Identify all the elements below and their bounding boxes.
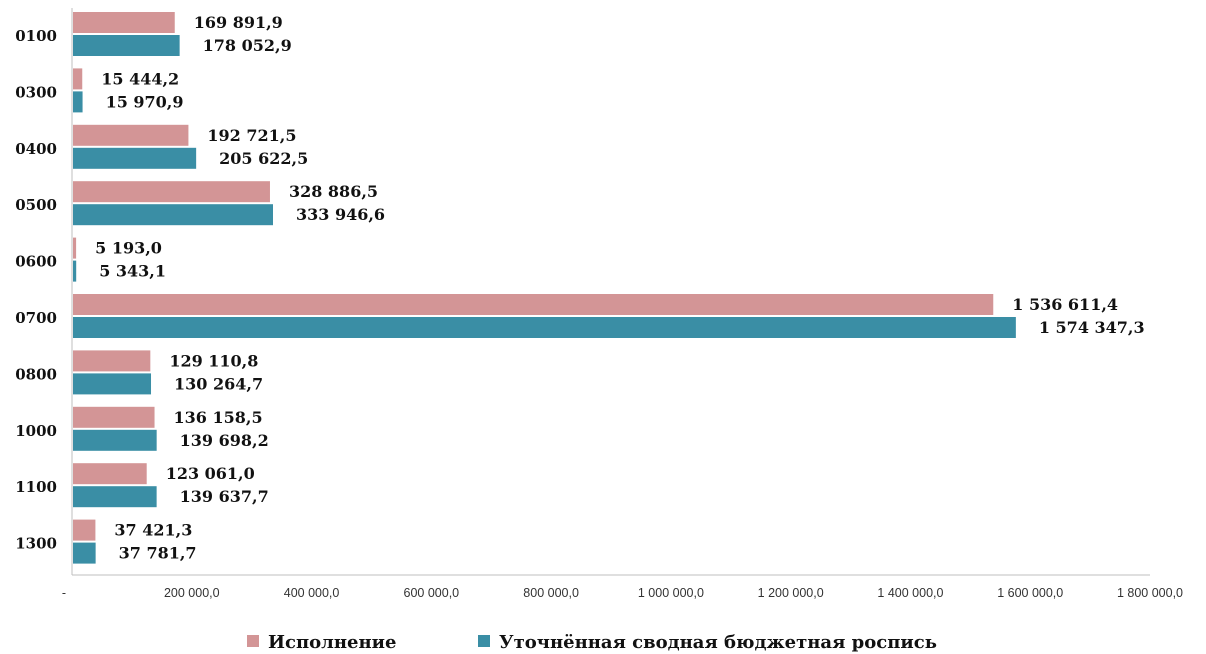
bar-utochnennaya-rospis [73, 91, 83, 113]
category-label: 0300 [15, 83, 57, 101]
category-label: 1000 [15, 422, 57, 440]
data-label: 136 158,5 [174, 408, 263, 427]
bar-utochnennaya-rospis [73, 542, 96, 564]
bar-ispolnenie [73, 237, 77, 259]
bar-ispolnenie [73, 124, 189, 146]
data-label: 333 946,6 [296, 205, 385, 224]
bar-utochnennaya-rospis [73, 147, 197, 169]
legend-swatch [478, 635, 490, 647]
category-label: 1300 [15, 535, 57, 553]
legend-label: Уточнённая сводная бюджетная роспись [499, 632, 937, 653]
data-label: 169 891,9 [194, 13, 283, 32]
x-tick-label: 1 800 000,0 [1117, 586, 1183, 600]
bar-ispolnenie [73, 406, 155, 428]
data-label: 15 444,2 [101, 69, 179, 88]
data-label: 129 110,8 [169, 351, 258, 370]
category-label: 0500 [15, 196, 57, 214]
bar-utochnennaya-rospis [73, 204, 273, 226]
x-tick-label: 1 600 000,0 [997, 586, 1063, 600]
data-label: 123 061,0 [166, 464, 255, 483]
data-label: 328 886,5 [289, 182, 378, 201]
data-label: 5 193,0 [95, 239, 162, 258]
x-tick-label: 400 000,0 [284, 586, 340, 600]
legend: Исполнение Уточнённая сводная бюджетная р… [247, 632, 937, 653]
data-label: 5 343,1 [99, 262, 166, 281]
bar-utochnennaya-rospis [73, 373, 152, 395]
bar-utochnennaya-rospis [73, 486, 157, 508]
bar-ispolnenie [73, 68, 83, 90]
data-label: 192 721,5 [207, 126, 296, 145]
data-label: 139 698,2 [180, 431, 269, 450]
legend-label: Исполнение [268, 632, 396, 653]
x-tick-label: - [62, 586, 66, 600]
x-tick-label: 200 000,0 [164, 586, 220, 600]
data-label: 139 637,7 [180, 487, 269, 506]
bar-ispolnenie [73, 350, 151, 372]
x-tick-label: 600 000,0 [404, 586, 460, 600]
x-tick-labels-layer: - 200 000,0 400 000,0 600 000,0 800 000,0 1 0… [62, 586, 1183, 600]
bars-layer [73, 12, 1016, 564]
legend-swatch [247, 635, 259, 647]
data-label: 178 052,9 [203, 36, 292, 55]
category-labels-layer: 0100 0300 0400 0500 0600 0700 0800 1000 1100 1300 [15, 27, 57, 553]
x-tick-label: 1 400 000,0 [877, 586, 943, 600]
data-label: 1 536 611,4 [1012, 295, 1118, 314]
bar-ispolnenie [73, 181, 270, 203]
bar-ispolnenie [73, 294, 994, 315]
data-label: 37 421,3 [114, 521, 192, 540]
data-label: 1 574 347,3 [1039, 318, 1145, 337]
category-label: 0400 [15, 140, 57, 158]
data-label: 37 781,7 [119, 544, 197, 563]
bar-ispolnenie [73, 463, 147, 485]
category-label: 0700 [15, 309, 57, 327]
bar-ispolnenie [73, 519, 96, 541]
x-tick-label: 1 000 000,0 [638, 586, 704, 600]
category-label: 1100 [15, 478, 57, 496]
bar-utochnennaya-rospis [73, 260, 77, 282]
bar-utochnennaya-rospis [73, 35, 180, 56]
category-label: 0100 [15, 27, 57, 45]
data-label: 130 264,7 [174, 374, 263, 393]
category-label: 0800 [15, 365, 57, 383]
data-label: 15 970,9 [106, 92, 184, 111]
x-tick-label: 1 200 000,0 [758, 586, 824, 600]
data-label: 205 622,5 [219, 149, 308, 168]
value-labels-layer: 169 891,9 178 052,9 15 444,2 15 970,9 192 72… [95, 13, 1145, 563]
bar-utochnennaya-rospis [73, 429, 157, 451]
bar-utochnennaya-rospis [73, 317, 1016, 338]
x-tick-label: 800 000,0 [523, 586, 579, 600]
bar-ispolnenie [73, 12, 175, 33]
category-label: 0600 [15, 253, 57, 271]
